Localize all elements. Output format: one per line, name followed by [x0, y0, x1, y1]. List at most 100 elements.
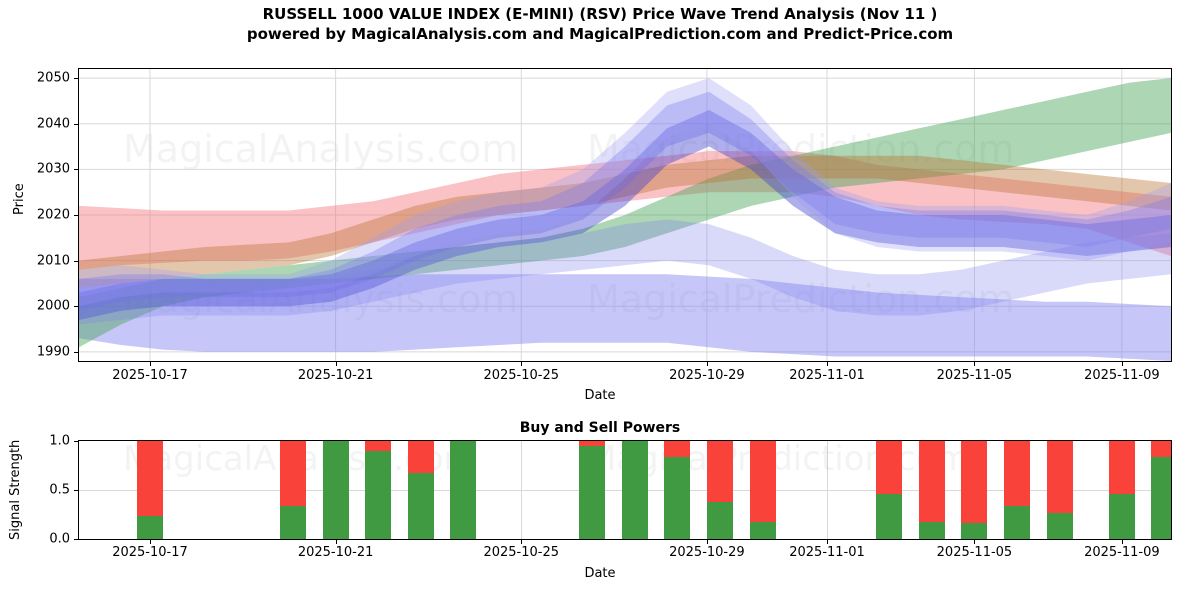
price-x-tick: [521, 362, 523, 366]
band-trend-band-green: [79, 78, 1171, 348]
power-chart-plot-area: MagicalAnalysis.com MagicalPrediction.co…: [78, 440, 1172, 540]
power-y-axis-label: Signal Strength: [8, 439, 23, 540]
power-x-tick-label: 2025-10-17: [112, 545, 188, 560]
buy-power-segment: [579, 445, 606, 539]
sell-power-segment: [664, 441, 691, 457]
band-oscillator-band-blue-2: [79, 91, 1171, 311]
power-bar[interactable]: [136, 441, 163, 539]
buy-power-segment: [707, 501, 733, 539]
price-x-tick-label: 2025-11-09: [1084, 368, 1160, 383]
price-y-tick-label: 1990: [36, 344, 70, 360]
title-line-2: powered by MagicalAnalysis.com and Magic…: [246, 25, 954, 43]
power-x-tick: [149, 540, 151, 544]
price-x-tick-label: 2025-10-17: [112, 368, 188, 383]
price-y-tick: [74, 169, 78, 171]
power-bar[interactable]: [918, 441, 945, 539]
price-x-tick-label: 2025-10-25: [483, 368, 560, 383]
band-oscillator-band-blue-3: [79, 78, 1171, 307]
power-x-tick: [706, 540, 708, 544]
sell-power-segment: [1004, 441, 1031, 506]
band-lower-oscillator-blue: [79, 219, 1171, 325]
price-x-tick: [335, 362, 337, 366]
title-line-1: RUSSELL 1000 VALUE INDEX (E-MINI) (RSV) …: [262, 5, 938, 23]
sell-power-segment: [1046, 441, 1073, 513]
buy-power-segment: [749, 522, 776, 539]
buy-power-segment: [1046, 512, 1073, 539]
power-y-tick-label: 0.0: [49, 531, 70, 547]
band-oscillator-band-blue-1: [79, 110, 1171, 320]
power-x-tick-label: 2025-11-01: [789, 545, 865, 560]
price-x-tick: [1121, 362, 1123, 366]
power-x-tick-label: 2025-11-05: [936, 545, 1013, 560]
price-x-tick: [827, 362, 829, 366]
power-x-axis-label: Date: [584, 566, 616, 581]
power-bar[interactable]: [961, 441, 988, 539]
price-y-tick-label: 2050: [36, 70, 70, 86]
price-y-tick: [74, 215, 78, 216]
price-y-tick-label: 2030: [36, 161, 70, 177]
power-bar[interactable]: [1151, 441, 1171, 539]
price-x-tick-label: 2025-10-29: [669, 368, 745, 383]
sell-power-segment: [961, 441, 988, 524]
price-y-tick-label: 2020: [36, 207, 70, 223]
buy-power-segment: [1004, 505, 1031, 539]
power-bar[interactable]: [1046, 441, 1073, 539]
buy-power-segment: [136, 516, 163, 539]
price-y-axis-label: Price: [12, 183, 27, 215]
buy-power-segment: [280, 505, 307, 539]
buy-power-segment: [621, 441, 648, 539]
power-bar[interactable]: [450, 441, 477, 539]
power-x-tick-label: 2025-11-09: [1084, 545, 1160, 560]
price-y-tick: [74, 123, 78, 125]
buy-power-segment: [1151, 456, 1171, 539]
sell-power-segment: [280, 441, 307, 506]
buy-power-segment: [918, 522, 945, 539]
price-x-tick: [974, 362, 976, 366]
power-y-tick-label: 0.5: [49, 482, 70, 498]
power-bar[interactable]: [664, 441, 691, 539]
power-bar[interactable]: [707, 441, 733, 539]
power-x-tick: [974, 540, 976, 544]
price-y-tick-label: 2040: [36, 116, 70, 132]
power-bar[interactable]: [322, 441, 349, 539]
power-bar[interactable]: [1004, 441, 1031, 539]
sell-power-segment: [918, 441, 945, 523]
power-bar[interactable]: [407, 441, 434, 539]
buy-power-segment: [450, 441, 477, 539]
price-y-tick: [74, 260, 78, 262]
price-wave-bands: [79, 69, 1171, 361]
power-x-tick-label: 2025-10-25: [483, 545, 560, 560]
price-x-axis-label: Date: [584, 388, 616, 403]
power-y-tick: [74, 441, 78, 442]
power-y-tick: [74, 539, 78, 540]
sell-power-segment: [365, 441, 392, 451]
power-x-tick: [1121, 540, 1123, 544]
price-y-tick: [74, 78, 78, 80]
power-bar[interactable]: [280, 441, 307, 539]
buy-power-segment: [664, 456, 691, 539]
band-support-band-blue-wide: [79, 274, 1171, 361]
power-bar[interactable]: [621, 441, 648, 539]
price-x-tick-label: 2025-11-01: [789, 368, 865, 383]
power-y-tick-label: 1.0: [49, 433, 70, 449]
price-x-tick: [149, 362, 151, 366]
price-x-tick: [706, 362, 708, 366]
power-y-tick: [74, 490, 78, 491]
buy-power-segment: [961, 523, 988, 539]
buy-power-segment: [322, 441, 349, 539]
power-bar[interactable]: [365, 441, 392, 539]
power-bar[interactable]: [749, 441, 776, 539]
sell-power-segment: [1108, 441, 1135, 494]
band-mid-band-orange: [79, 155, 1171, 288]
sell-power-segment: [749, 441, 776, 523]
price-y-tick: [74, 306, 78, 308]
buy-power-segment: [876, 493, 903, 539]
sell-power-segment: [136, 441, 163, 517]
price-y-tick-label: 2010: [36, 253, 70, 269]
power-x-tick: [827, 540, 829, 544]
power-bar[interactable]: [1108, 441, 1135, 539]
power-x-tick-label: 2025-10-29: [669, 545, 745, 560]
sell-power-segment: [407, 441, 434, 474]
power-bar[interactable]: [876, 441, 903, 539]
power-bar[interactable]: [579, 441, 606, 539]
